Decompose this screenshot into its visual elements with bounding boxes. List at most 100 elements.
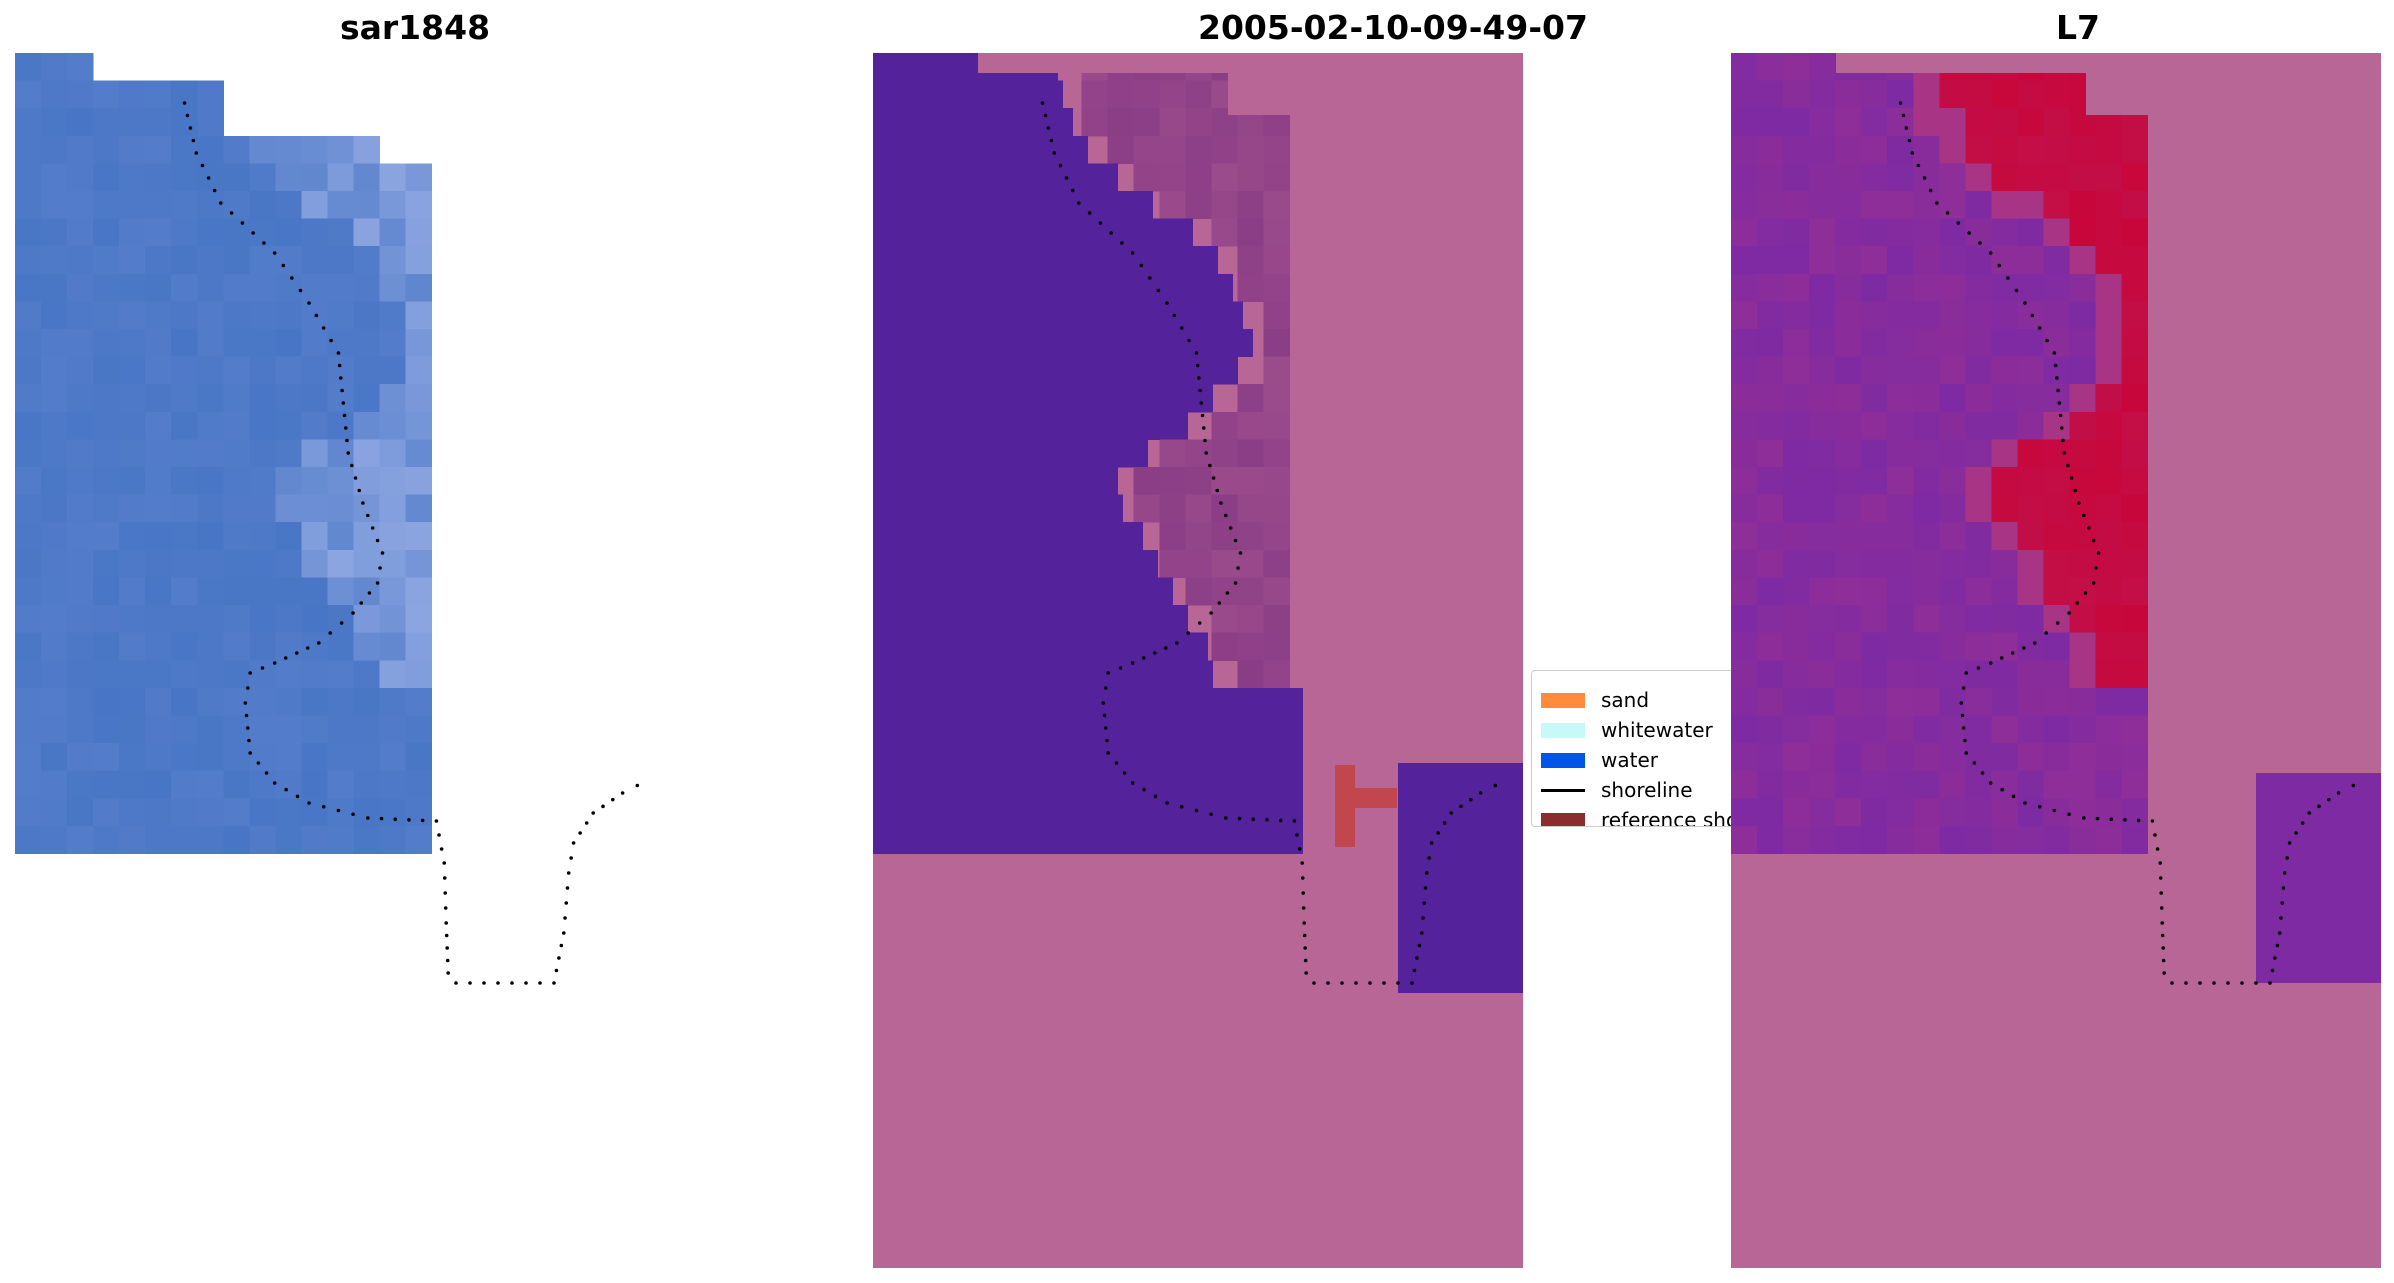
rgb-pixel	[41, 218, 68, 247]
index-pixel	[1861, 825, 1888, 854]
rgb-pixel	[15, 522, 42, 551]
shoreline-dot	[336, 351, 341, 355]
rgb-pixel	[353, 411, 381, 440]
index-pixel	[2043, 522, 2071, 551]
index-pixel	[1809, 439, 1836, 468]
rgb-pixel	[353, 494, 381, 523]
shoreline-dot	[340, 388, 344, 393]
rgb-pixel	[93, 273, 120, 302]
shoreline-dot	[194, 151, 199, 155]
index-pixel	[2069, 246, 2097, 275]
rgb-pixel	[145, 439, 172, 468]
rgb-pixel	[67, 467, 94, 496]
index-pixel	[1887, 715, 1914, 744]
shoreline-dot	[366, 513, 370, 518]
water-class-region	[873, 246, 1218, 275]
land-class-pixel	[1133, 467, 1160, 496]
rgb-pixel	[249, 522, 276, 551]
rgb-pixel	[301, 411, 328, 440]
rgb-pixel	[93, 191, 120, 220]
shoreline-dot	[1449, 811, 1453, 815]
rgb-pixel	[379, 825, 407, 854]
index-pixel	[1809, 301, 1836, 330]
land-class-pixel	[1107, 108, 1134, 137]
rgb-pixel	[405, 687, 433, 716]
rgb-pixel	[67, 439, 94, 468]
index-pixel	[1783, 770, 1810, 799]
rgb-pixel	[171, 163, 198, 192]
index-pixel	[1913, 384, 1940, 413]
rgb-pixel	[197, 522, 224, 551]
index-pixel	[1835, 494, 1862, 523]
rgb-pixel	[379, 301, 407, 330]
shoreline-dot	[1301, 891, 1306, 895]
rgb-pixel	[145, 191, 172, 220]
rgb-pixel	[249, 577, 276, 606]
rgb-pixel	[197, 163, 224, 192]
index-pixel	[1913, 80, 1940, 109]
shoreline-dot	[1197, 376, 1201, 380]
index-pixel	[1861, 605, 1888, 634]
rgb-pixel	[301, 218, 328, 247]
rgb-pixel	[145, 80, 172, 109]
rgb-pixel	[275, 715, 302, 744]
shoreline-dot	[1070, 188, 1075, 193]
rgb-pixel	[353, 135, 381, 164]
shoreline-dot	[2075, 601, 2080, 605]
shoreline-dot	[1237, 816, 1242, 821]
water-class-region	[873, 301, 1243, 330]
index-pixel	[1939, 411, 1966, 440]
rgb-pixel	[119, 218, 146, 247]
index-pixel	[1991, 273, 2018, 302]
rgb-pixel	[171, 549, 198, 578]
index-pixel	[1965, 135, 1992, 164]
index-pixel	[1913, 467, 1940, 496]
index-pixel	[1783, 522, 1810, 551]
shoreline-dot	[1130, 661, 1135, 665]
shoreline-dot	[1215, 488, 1220, 493]
rgb-pixel	[119, 301, 146, 330]
rgb-pixel	[15, 301, 42, 330]
rgb-pixel	[41, 191, 68, 220]
shoreline-dot	[256, 761, 261, 765]
index-pixel	[2095, 439, 2123, 468]
rgb-pixel	[405, 605, 433, 634]
shoreline-dot	[1105, 738, 1109, 743]
index-pixel	[2043, 273, 2071, 302]
index-shoreline-dots	[1898, 101, 2356, 985]
shoreline-dot	[1101, 701, 1106, 705]
rgb-pixel	[301, 825, 328, 854]
rgb-pixel	[301, 246, 328, 275]
rgb-pixel	[197, 218, 224, 247]
rgb-pixel	[353, 798, 381, 827]
rgb-pixel	[197, 329, 224, 358]
shoreline-dot	[307, 801, 311, 805]
index-pixel	[2043, 687, 2071, 716]
rgb-pixel	[327, 356, 355, 385]
index-pixel	[2121, 135, 2149, 164]
index-pixel	[1991, 715, 2018, 744]
water-class-region	[873, 384, 1213, 413]
rgb-pixel	[93, 356, 120, 385]
rgb-pixel	[119, 522, 146, 551]
rgb-pixel	[15, 743, 42, 772]
shoreline-dot	[2096, 551, 2101, 555]
index-pixel	[1913, 439, 1940, 468]
shoreline-dot	[2037, 326, 2042, 330]
rgb-pixel	[15, 660, 42, 689]
shoreline-dot	[262, 241, 266, 245]
shoreline-dot	[1265, 818, 1269, 822]
index-pixel	[1757, 770, 1784, 799]
index-pixel	[1809, 191, 1836, 220]
shoreline-dot	[2153, 833, 2157, 837]
index-pixel	[1991, 80, 2018, 109]
index-pixel	[2043, 384, 2071, 413]
shoreline-dot	[1156, 288, 1161, 293]
index-pixel	[1939, 356, 1966, 385]
shoreline-dot	[1436, 831, 1440, 835]
index-pixel	[2121, 191, 2149, 220]
index-pixel	[2017, 108, 2044, 137]
index-pixel	[1965, 825, 1992, 854]
shoreline-dot	[2037, 804, 2042, 809]
shoreline-dot	[1967, 231, 1971, 235]
